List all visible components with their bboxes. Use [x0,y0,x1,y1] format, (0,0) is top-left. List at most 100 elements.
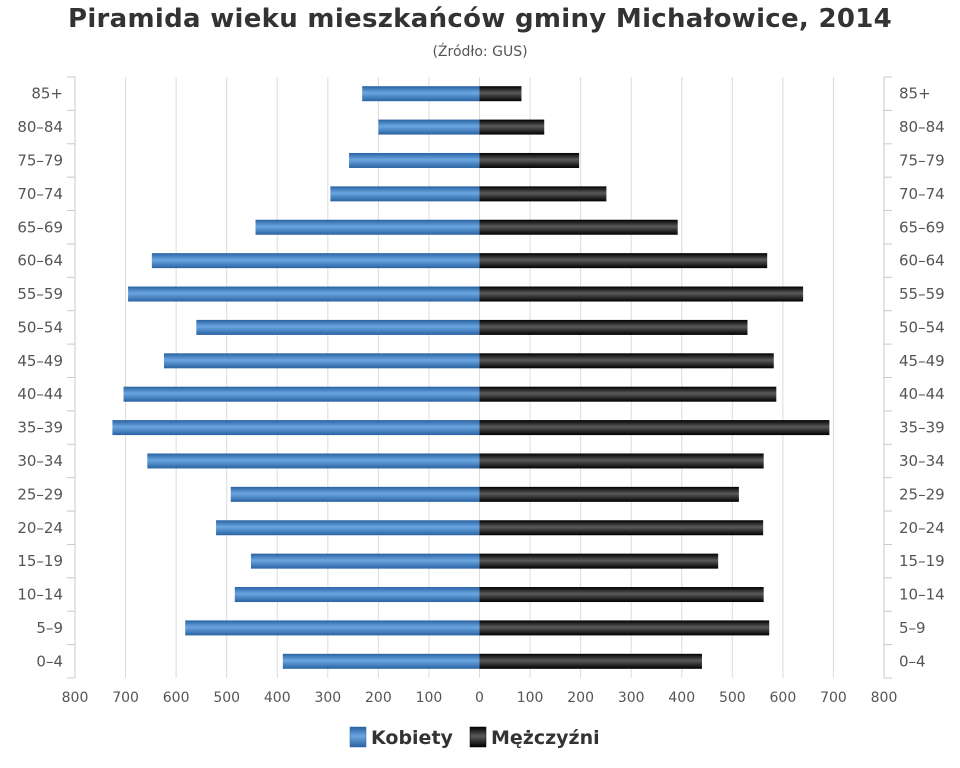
bar-kobiety[interactable] [185,620,480,636]
bar-mezczyzni[interactable] [479,319,748,335]
legend-label-mezczyzni[interactable]: Mężczyźni [491,727,600,749]
category-label-right: 35–39 [899,419,945,437]
legend[interactable]: Kobiety Mężczyźni [349,726,600,749]
bar-mezczyzni[interactable] [479,386,777,402]
category-label-right: 65–69 [899,218,945,236]
bar-mezczyzni[interactable] [479,86,522,102]
legend-label-kobiety[interactable]: Kobiety [371,727,454,749]
x-tick-label: 800 [871,690,898,706]
bars [112,86,830,669]
category-label-right: 5–9 [899,619,926,637]
category-label-left: 80–84 [17,118,63,136]
category-label-left: 15–19 [17,552,63,570]
bar-mezczyzni[interactable] [479,587,764,603]
x-tick-label: 600 [770,690,797,706]
chart-subtitle: (Źródło: GUS) [432,44,528,60]
category-label-left: 35–39 [17,419,63,437]
bar-mezczyzni[interactable] [479,219,678,235]
bar-kobiety[interactable] [112,420,480,436]
category-label-right: 85+ [899,85,931,103]
bar-mezczyzni[interactable] [479,353,774,369]
category-label-left: 40–44 [17,385,63,403]
category-label-right: 55–59 [899,285,945,303]
category-label-left: 65–69 [17,218,63,236]
category-label-right: 45–49 [899,352,945,370]
bar-mezczyzni[interactable] [479,453,764,469]
category-label-left: 0–4 [36,652,63,670]
category-label-left: 30–34 [17,452,63,470]
bar-kobiety[interactable] [234,587,480,603]
category-label-right: 15–19 [899,552,945,570]
x-tick-label: 500 [213,690,240,706]
category-label-left: 10–14 [17,586,63,604]
bar-mezczyzni[interactable] [479,486,739,502]
bar-kobiety[interactable] [151,253,480,269]
x-tick-label: 300 [618,690,645,706]
x-tick-label: 500 [719,690,746,706]
bar-mezczyzni[interactable] [479,286,804,302]
category-label-left: 45–49 [17,352,63,370]
chart-title: Piramida wieku mieszkańców gminy Michało… [67,4,893,34]
category-label-left: 85+ [31,85,63,103]
bar-mezczyzni[interactable] [479,653,702,669]
bar-kobiety[interactable] [147,453,480,469]
legend-swatch-kobiety[interactable] [349,726,367,748]
category-label-left: 70–74 [17,185,63,203]
category-label-left: 55–59 [17,285,63,303]
category-label-left: 60–64 [17,252,63,270]
bar-mezczyzni[interactable] [479,152,580,168]
labels: 800 700 600 500 400 300 200 100 0 100 200 300 400 500… [17,85,944,706]
bar-mezczyzni[interactable] [479,186,607,202]
bar-mezczyzni[interactable] [479,520,764,536]
bar-kobiety[interactable] [250,553,480,569]
x-tick-label: 200 [567,690,594,706]
category-label-right: 60–64 [899,252,945,270]
category-label-right: 10–14 [899,586,945,604]
x-tick-label: 400 [668,690,695,706]
category-label-right: 80–84 [899,118,945,136]
category-label-right: 75–79 [899,151,945,169]
bar-mezczyzni[interactable] [479,119,545,135]
category-label-right: 20–24 [899,519,945,537]
category-label-left: 50–54 [17,318,63,336]
category-label-right: 25–29 [899,485,945,503]
category-label-left: 5–9 [36,619,63,637]
bar-mezczyzni[interactable] [479,620,770,636]
bar-kobiety[interactable] [282,653,480,669]
axes [67,76,892,679]
category-label-left: 20–24 [17,519,63,537]
bar-kobiety[interactable] [330,186,480,202]
bar-kobiety[interactable] [362,86,480,102]
bar-kobiety[interactable] [128,286,480,302]
category-label-right: 70–74 [899,185,945,203]
category-label-right: 40–44 [899,385,945,403]
x-tick-label: 200 [365,690,392,706]
category-label-right: 30–34 [899,452,945,470]
category-label-left: 75–79 [17,151,63,169]
bar-kobiety[interactable] [123,386,480,402]
x-tick-label: 0 [475,690,484,706]
bar-mezczyzni[interactable] [479,420,830,436]
category-label-right: 50–54 [899,318,945,336]
legend-swatch-mezczyzni[interactable] [469,726,487,748]
bar-kobiety[interactable] [349,152,480,168]
bar-kobiety[interactable] [163,353,480,369]
bar-kobiety[interactable] [255,219,480,235]
x-tick-label: 100 [517,690,544,706]
category-label-left: 25–29 [17,485,63,503]
bar-kobiety[interactable] [230,486,480,502]
x-tick-label: 800 [62,690,89,706]
x-tick-label: 700 [820,690,847,706]
bar-kobiety[interactable] [196,319,480,335]
category-label-right: 0–4 [899,652,926,670]
bar-kobiety[interactable] [378,119,480,135]
x-tick-label: 100 [416,690,443,706]
bar-kobiety[interactable] [216,520,480,536]
x-tick-label: 600 [163,690,190,706]
x-tick-label: 700 [112,690,139,706]
x-tick-label: 300 [314,690,341,706]
bar-mezczyzni[interactable] [479,253,768,269]
bar-mezczyzni[interactable] [479,553,719,569]
x-tick-label: 400 [264,690,291,706]
